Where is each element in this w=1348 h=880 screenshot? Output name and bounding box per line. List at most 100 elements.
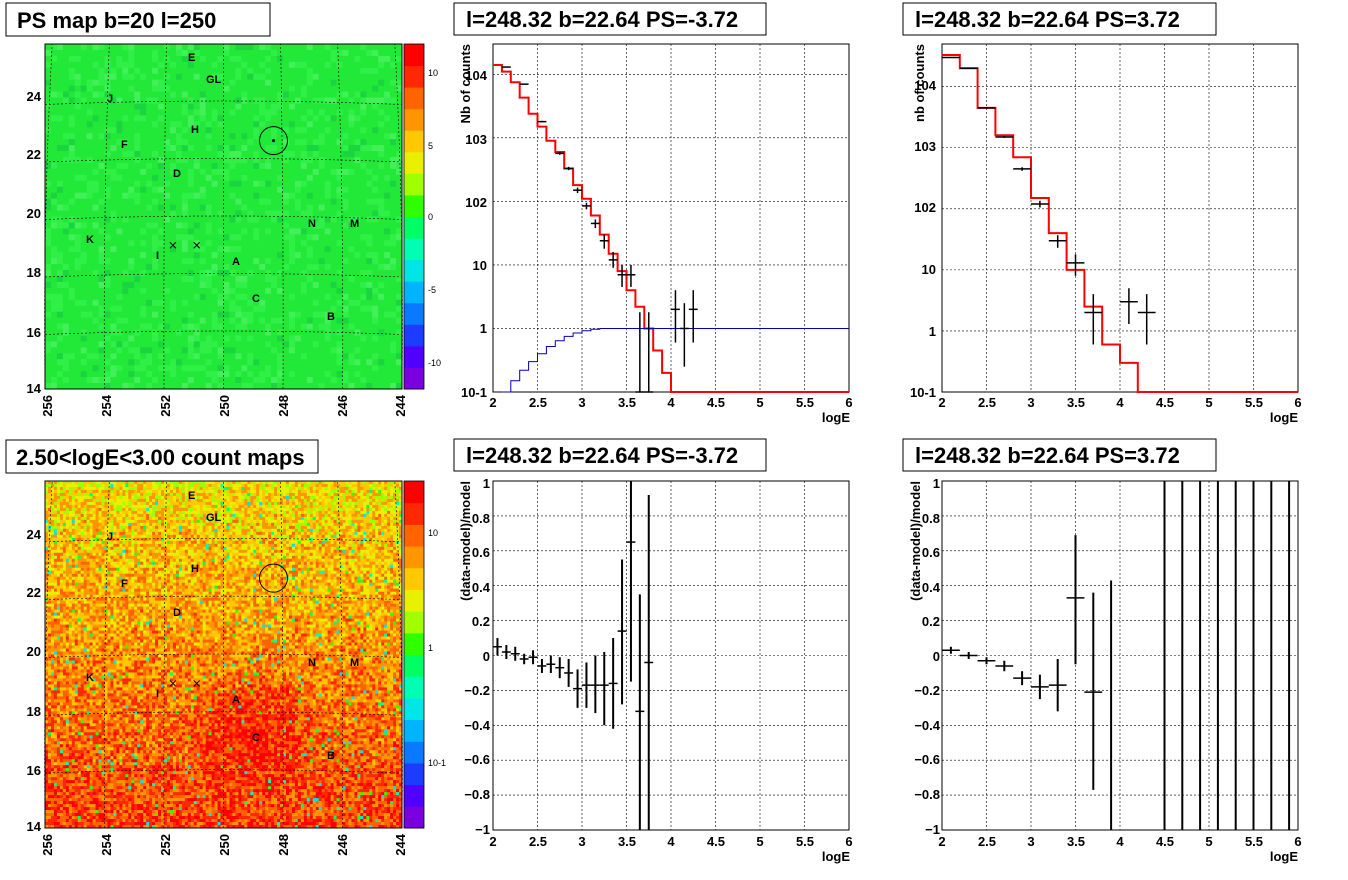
map-cell xyxy=(128,205,134,211)
map-cell xyxy=(152,139,158,145)
map-cell xyxy=(369,505,372,508)
map-cell xyxy=(348,383,354,389)
map-cell xyxy=(360,246,366,252)
map-cell xyxy=(146,490,149,493)
map-cell xyxy=(224,92,230,98)
map-cell xyxy=(224,74,230,80)
map-cell xyxy=(179,490,182,493)
map-cell xyxy=(259,377,265,383)
map-cell xyxy=(238,502,241,505)
map-cell xyxy=(140,115,146,121)
map-cell xyxy=(69,103,75,109)
map-cell xyxy=(229,151,235,157)
map-cell xyxy=(140,347,146,353)
map-cell xyxy=(283,234,289,240)
map-cell xyxy=(229,217,235,223)
map-cell xyxy=(45,68,51,74)
map-cell xyxy=(197,481,200,484)
map-cell xyxy=(152,234,158,240)
map-cell xyxy=(247,347,253,353)
map-cell xyxy=(99,205,105,211)
map-cell xyxy=(212,109,218,115)
map-cell xyxy=(206,481,209,484)
map-cell xyxy=(51,505,54,508)
map-cell xyxy=(203,496,206,499)
map-cell xyxy=(331,163,337,169)
map-cell xyxy=(351,505,354,508)
map-cell xyxy=(51,511,54,514)
map-cell xyxy=(224,157,230,163)
map-cell xyxy=(45,499,48,502)
map-cell xyxy=(146,56,152,62)
map-cell xyxy=(84,487,87,490)
map-cell xyxy=(164,487,167,490)
map-cell xyxy=(173,514,176,517)
map-cell xyxy=(218,502,221,505)
map-cell xyxy=(72,496,75,499)
map-cell xyxy=(137,484,140,487)
map-cell xyxy=(384,505,387,508)
map-cell xyxy=(143,496,146,499)
map-cell xyxy=(244,502,247,505)
map-cell xyxy=(283,499,286,502)
map-cell xyxy=(122,300,128,306)
map-cell xyxy=(170,151,176,157)
map-cell xyxy=(313,80,319,86)
map-cell xyxy=(307,181,313,187)
map-cell xyxy=(345,502,348,505)
map-cell xyxy=(170,294,176,300)
map-cell xyxy=(265,499,268,502)
map-cell xyxy=(295,335,301,341)
map-cell xyxy=(259,270,265,276)
map-cell xyxy=(363,490,366,493)
map-cell xyxy=(54,502,57,505)
map-cell xyxy=(256,499,259,502)
map-cell xyxy=(334,493,337,496)
map-cell xyxy=(331,181,337,187)
map-cell xyxy=(63,347,69,353)
map-cell xyxy=(93,383,99,389)
map-cell xyxy=(283,306,289,312)
map-cell xyxy=(200,139,206,145)
map-cell xyxy=(57,505,60,508)
map-cell xyxy=(84,490,87,493)
map-cell xyxy=(241,44,247,50)
map-cell xyxy=(259,205,265,211)
map-cell xyxy=(265,181,271,187)
map-cell xyxy=(378,330,384,336)
map-cell xyxy=(78,493,81,496)
map-cell xyxy=(122,222,128,228)
map-cell xyxy=(140,514,143,517)
map-cell xyxy=(337,151,343,157)
map-cell xyxy=(292,484,295,487)
map-cell xyxy=(75,217,81,223)
map-cell xyxy=(212,493,215,496)
map-cell xyxy=(390,330,396,336)
map-cell xyxy=(310,493,313,496)
map-cell xyxy=(134,121,140,127)
map-cell xyxy=(259,324,265,330)
palette-swatch xyxy=(404,281,424,303)
map-cell xyxy=(197,496,200,499)
map-cell xyxy=(84,493,87,496)
map-cell xyxy=(307,56,313,62)
map-cell xyxy=(134,330,140,336)
map-cell xyxy=(152,499,155,502)
map-cell xyxy=(164,341,170,347)
map-cell xyxy=(289,169,295,175)
map-cell xyxy=(295,481,298,484)
map-cell xyxy=(182,217,188,223)
map-cell xyxy=(319,139,325,145)
map-cell xyxy=(164,80,170,86)
map-cell xyxy=(110,175,116,181)
map-cell xyxy=(301,359,307,365)
map-cell xyxy=(209,481,212,484)
map-cell xyxy=(105,205,111,211)
map-cell xyxy=(51,68,57,74)
map-cell xyxy=(206,484,209,487)
map-cell xyxy=(313,330,319,336)
map-cell xyxy=(229,312,235,318)
map-cell xyxy=(396,115,402,121)
map-cell xyxy=(372,365,378,371)
map-cell xyxy=(331,199,337,205)
